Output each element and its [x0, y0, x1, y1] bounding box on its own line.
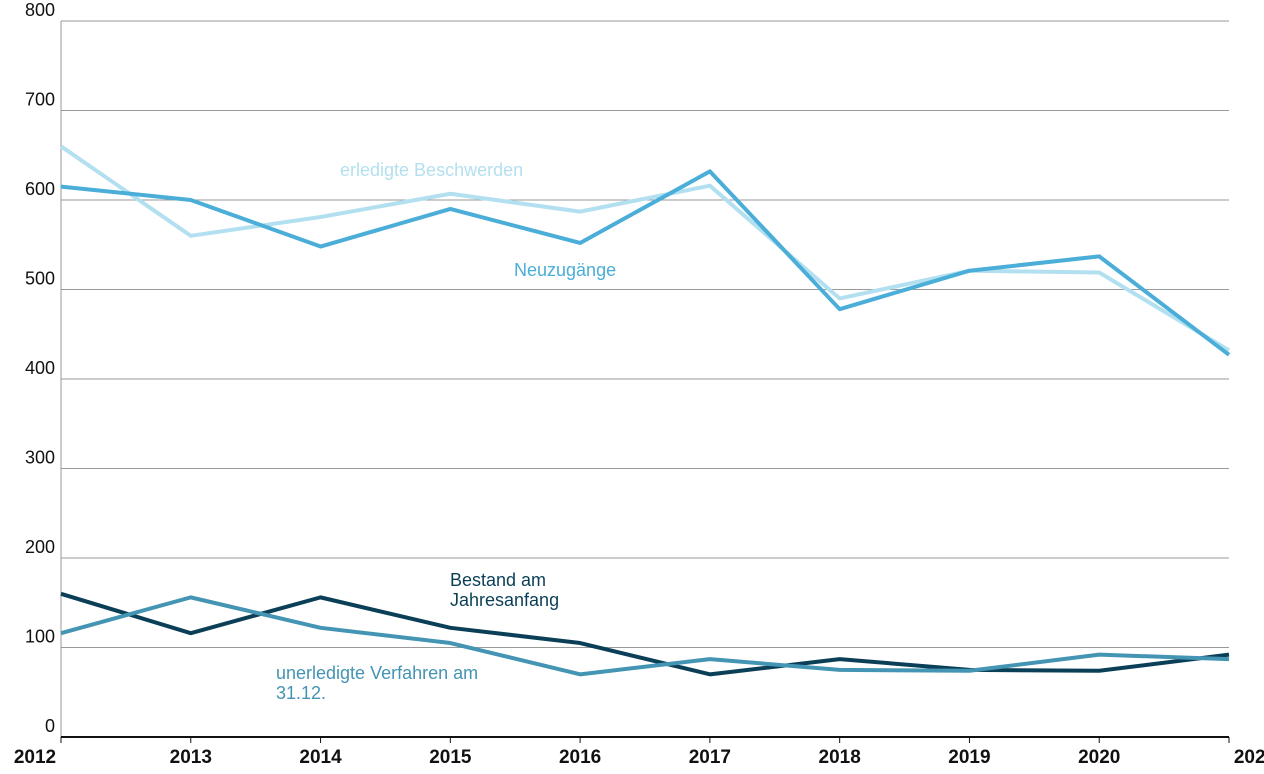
y-tick-label: 700 [25, 89, 55, 109]
series-label: unerledigte Verfahren am 31.12. [276, 663, 479, 703]
line-series [60, 169, 1231, 357]
x-tick-label: 2014 [299, 747, 342, 768]
y-tick-label: 0 [45, 716, 55, 736]
y-tick-label: 600 [25, 179, 55, 199]
x-tick-label: 2018 [819, 747, 861, 768]
x-tick-label: 2021 [1234, 747, 1264, 768]
line-series [59, 144, 1231, 353]
x-tick-label: 2015 [429, 747, 472, 768]
x-tick-label: 2020 [1078, 747, 1120, 768]
x-tick-label: 2012 [14, 747, 56, 768]
x-tick-label: 2013 [170, 747, 212, 768]
line-series [60, 591, 1230, 677]
series-label: Bestand am Jahresanfang [450, 570, 560, 610]
y-tick-label: 200 [25, 537, 55, 557]
x-tick-label: 2016 [559, 747, 601, 768]
y-tick-label: 800 [25, 0, 55, 20]
x-tick-label: 2019 [948, 747, 990, 768]
series-label: Neuzugänge [514, 260, 617, 280]
x-tick-label: 2017 [689, 747, 731, 768]
y-tick-label: 300 [25, 447, 55, 467]
y-tick-label: 100 [25, 626, 55, 646]
y-tick-label: 500 [25, 268, 55, 288]
y-tick-label: 400 [25, 358, 55, 378]
line-series [60, 595, 1230, 677]
series-label: erledigte Beschwerden [340, 160, 524, 180]
